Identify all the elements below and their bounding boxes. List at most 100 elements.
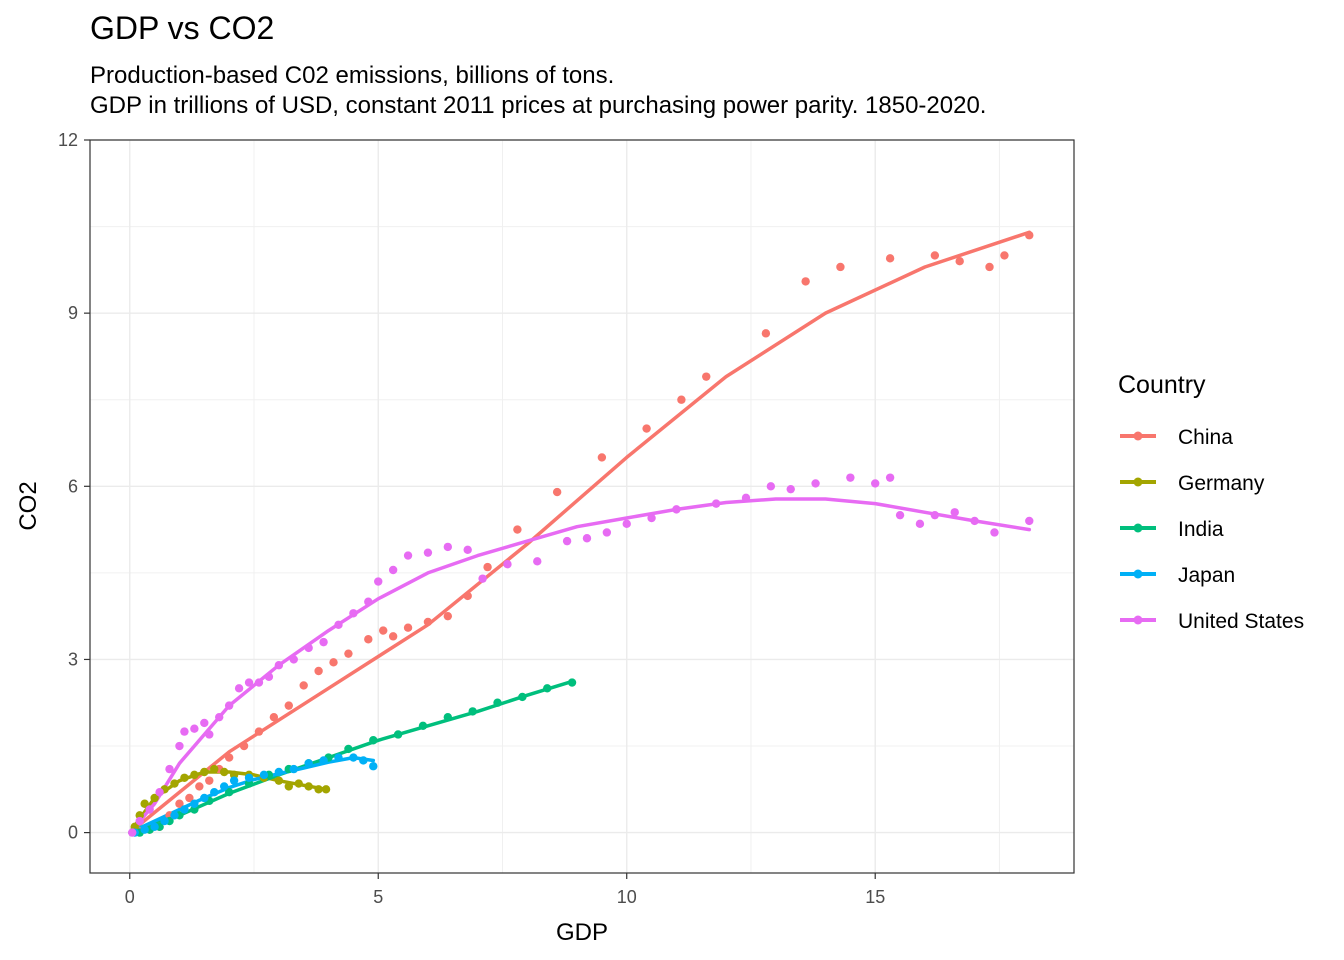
data-point-united-states [364, 597, 373, 606]
data-point-japan [140, 825, 149, 834]
data-point-united-states [274, 661, 284, 670]
data-point-china [284, 701, 293, 710]
data-point-germany [190, 770, 199, 780]
grid [90, 139, 1074, 873]
data-point-japan [244, 773, 254, 782]
data-point-united-states [930, 510, 940, 520]
data-point-china [1025, 231, 1034, 240]
data-point-japan [170, 811, 179, 820]
data-point-united-states [403, 551, 413, 560]
data-point-china [224, 753, 234, 762]
axis-ticks: 0 5 10 15 0 3 6 9 12 [58, 130, 885, 907]
legend-key-united-states [1120, 615, 1156, 625]
data-point-china [388, 632, 398, 641]
data-point-china [702, 372, 711, 381]
x-tick-label: 0 [125, 887, 135, 907]
data-point-united-states [562, 536, 572, 546]
data-point-japan [319, 756, 328, 765]
data-point-china [642, 424, 651, 433]
data-point-united-states [1025, 516, 1034, 526]
legend-label-japan: Japan [1178, 564, 1235, 587]
data-point-united-states [478, 574, 487, 583]
data-point-germany [200, 767, 209, 777]
data-point-united-states [334, 620, 343, 630]
legend-label-china: China [1178, 426, 1233, 449]
data-point-united-states [602, 528, 612, 537]
data-point-united-states [423, 548, 433, 557]
legend-key-japan [1120, 569, 1156, 579]
x-axis-title: GDP [556, 919, 608, 946]
data-point-japan [219, 782, 229, 791]
data-point-china [1000, 251, 1009, 260]
data-point-india [443, 712, 453, 722]
data-point-united-states [205, 730, 214, 739]
data-point-china [364, 635, 373, 644]
data-point-china [443, 611, 453, 621]
data-point-united-states [647, 513, 656, 523]
data-point-united-states [463, 545, 472, 554]
data-point-japan [190, 799, 199, 808]
data-point-china [314, 666, 323, 676]
data-point-japan [369, 762, 378, 771]
data-point-united-states [349, 609, 358, 618]
data-point-china [985, 262, 994, 272]
series-united-states-points [128, 473, 1034, 837]
legend-key-dot [1133, 477, 1143, 487]
data-point-japan [359, 756, 368, 765]
legend: Country China Germany India Japan United Sta… [1118, 371, 1304, 633]
data-point-india [190, 805, 199, 814]
fit-line-india [128, 679, 574, 835]
data-point-china [205, 776, 214, 785]
y-tick-label: 0 [68, 823, 78, 843]
data-point-united-states [135, 816, 144, 826]
data-point-japan [274, 767, 284, 777]
data-point-china [379, 626, 388, 635]
data-point-united-states [711, 499, 721, 508]
data-point-united-states [264, 672, 274, 681]
data-point-japan [334, 753, 343, 762]
legend-key-dot [1133, 431, 1143, 441]
legend-label-india: India [1178, 518, 1224, 541]
data-point-japan [200, 793, 209, 803]
y-tick-label: 6 [68, 476, 78, 496]
data-point-united-states [786, 484, 795, 494]
legend-label-united-states: United States [1178, 610, 1304, 633]
chart-subtitle-line-1: Production-based C02 emissions, billions… [90, 62, 615, 89]
data-point-china [955, 257, 964, 266]
fit-line-united-states [128, 497, 1032, 835]
data-point-united-states [289, 655, 298, 664]
data-point-germany [229, 770, 239, 780]
data-point-united-states [254, 678, 264, 687]
data-point-india [493, 698, 502, 707]
data-point-japan [304, 759, 313, 768]
data-point-germany [314, 785, 323, 794]
data-point-united-states [319, 637, 328, 647]
data-point-germany [135, 811, 144, 820]
data-point-china [483, 562, 492, 572]
data-point-china [195, 782, 204, 791]
data-point-india [468, 707, 477, 716]
data-point-united-states [234, 684, 244, 693]
y-tick-label: 9 [68, 303, 78, 323]
data-point-china [513, 525, 522, 534]
data-point-germany [170, 779, 179, 788]
legend-key-china [1120, 431, 1156, 441]
data-point-germany [274, 776, 284, 785]
data-point-china [185, 793, 194, 803]
data-point-china [836, 262, 845, 272]
data-point-united-states [304, 643, 313, 653]
data-point-china [175, 799, 184, 808]
data-point-china [761, 329, 771, 338]
data-point-china [299, 681, 308, 690]
data-point-india [393, 730, 403, 739]
data-point-china [254, 727, 264, 736]
data-point-united-states [741, 493, 751, 503]
data-point-united-states [175, 741, 184, 751]
data-point-united-states [846, 473, 855, 482]
data-point-japan [229, 776, 239, 785]
data-point-china [329, 658, 338, 667]
data-point-united-states [622, 519, 631, 529]
data-point-germany [284, 782, 293, 791]
x-tick-label: 5 [373, 887, 383, 907]
